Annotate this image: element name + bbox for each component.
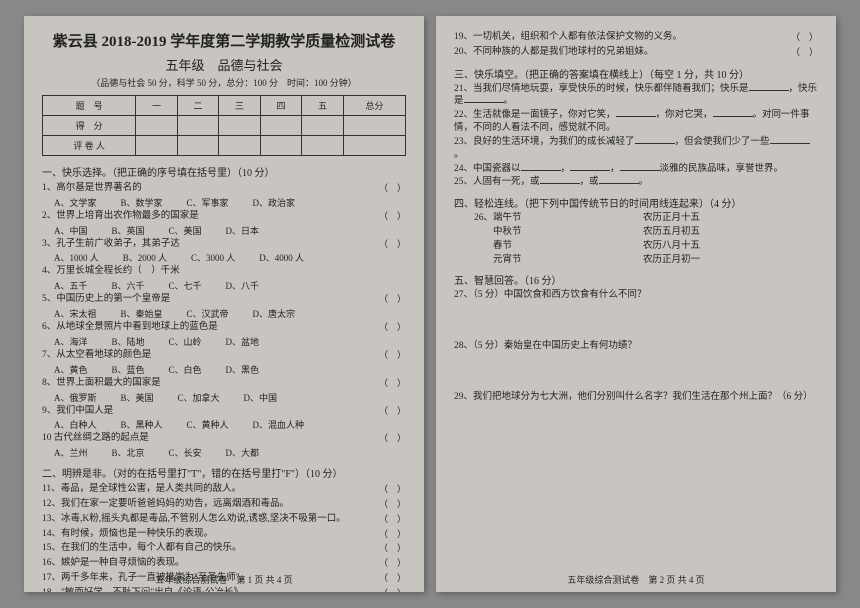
- q22: 22、生活就像是一面镜子，你对它笑，，你对它哭，。对同一件事情，不同的人看法不同…: [454, 109, 818, 135]
- q27: 27、（5 分）中国饮食和西方饮食有什么不同？: [454, 289, 818, 302]
- th: 总分: [343, 96, 405, 116]
- q15: 15、在我们的生活中，每个人都有自己的快乐。: [42, 542, 242, 555]
- answer-bracket: （ ）: [379, 181, 406, 196]
- score-info: （品德与社会 50 分，科学 50 分，总分：100 分 时间：100 分钟）: [42, 76, 406, 89]
- q14: 14、有时候，烦恼也是一种快乐的表现。: [42, 528, 213, 541]
- q3: 3、孔子生前广收弟子，其弟子达: [42, 238, 180, 251]
- exam-page-1: 紫云县 2018-2019 学年度第二学期教学质量检测试卷 五年级 品德与社会 …: [24, 16, 424, 592]
- q21: 21、当我们尽情地玩耍，享受快乐的时候，快乐都伴随看我们；快乐是，快乐是。: [454, 83, 818, 109]
- section-1-heading: 一、快乐选择。（把正确的序号填在括号里）（10 分）: [42, 164, 406, 179]
- q2: 2、世界上培育出农作物最多的国家是: [42, 210, 199, 223]
- match-row: 中秋节农历五月初五: [474, 226, 818, 239]
- q11: 11、毒品，是全球性公害，是人类共同的敌人。: [42, 483, 241, 496]
- match-row: 26、端午节农历正月十五: [474, 212, 818, 225]
- q8: 8、世界上面积最大的国家是: [42, 377, 161, 390]
- q16: 16、嫉妒是一种自寻烦恼的表现。: [42, 557, 185, 570]
- td: 评 卷 人: [43, 136, 136, 156]
- section-2-heading: 二、明辨是非。（对的在括号里打"T"，错的在括号里打"F"）（10 分）: [42, 465, 406, 480]
- answer-space: [454, 354, 818, 390]
- q5: 5、中国历史上的第一个皇帝是: [42, 293, 170, 306]
- match-row: 元宵节农历正月初一: [474, 254, 818, 267]
- q18: 18、"敏而好学，不耻下问"出自《论语·公冶长》。: [42, 587, 248, 592]
- answer-space: [454, 303, 818, 339]
- score-table: 题 号 一 二 三 四 五 总分 得 分 评 卷 人: [42, 95, 406, 156]
- q23: 23、良好的生活环境，为我们的成长减轻了，但会使我们少了一些。: [454, 136, 818, 162]
- q10: 10 古代丝绸之路的起点是: [42, 432, 149, 445]
- exam-title: 紫云县 2018-2019 学年度第二学期教学质量检测试卷: [42, 30, 406, 51]
- td: 得 分: [43, 116, 136, 136]
- match-row: 春节农历八月十五: [474, 240, 818, 253]
- q19: 19、一切机关，组织和个人都有依法保护文物的义务。: [454, 31, 682, 44]
- th: 四: [260, 96, 301, 116]
- q28: 28、（5 分）秦始皇在中国历史上有何功绩？: [454, 340, 818, 353]
- th: 二: [177, 96, 218, 116]
- page-footer-2: 五年级综合测试卷 第 2 页 共 4 页: [436, 573, 836, 586]
- th: 三: [219, 96, 260, 116]
- q25: 25、人固有一死，或，或。: [454, 176, 818, 189]
- q12: 12、我们在家一定要听爸爸妈妈的劝告，远离烟酒和毒品。: [42, 498, 289, 511]
- exam-page-2: 19、一切机关，组织和个人都有依法保护文物的义务。（ ） 20、不同种族的人都是…: [436, 16, 836, 592]
- q1: 1、高尔基是世界著名的: [42, 182, 142, 195]
- exam-subtitle: 五年级 品德与社会: [42, 55, 406, 74]
- q7: 7、从太空看地球的颜色是: [42, 349, 151, 362]
- q1-opts: A、文学家B、数学家C、军事家D、政治家: [54, 196, 406, 209]
- match-block: 26、端午节农历正月十五 中秋节农历五月初五 春节农历八月十五 元宵节农历正月初…: [474, 212, 818, 266]
- section-4-heading: 四、轻松连线。（把下列中国传统节日的时间用线连起来）（4 分）: [454, 195, 818, 210]
- q20: 20、不同种族的人都是我们地球村的兄弟姐妹。: [454, 46, 654, 59]
- q4: 4、万里长城全程长约（ ）千米: [42, 265, 406, 278]
- th: 题 号: [43, 96, 136, 116]
- q6: 6、从地球全景照片中看到地球上的蓝色是: [42, 321, 218, 334]
- section-3-heading: 三、快乐填空。（把正确的答案填在横线上）（每空 1 分，共 10 分）: [454, 66, 818, 81]
- q9: 9、我们中国人是: [42, 405, 113, 418]
- page-footer-1: 五年级综合测试卷 第 1 页 共 4 页: [24, 573, 424, 586]
- section-5-heading: 五、智慧回答。（16 分）: [454, 272, 818, 287]
- th: 五: [302, 96, 343, 116]
- q24: 24、中国瓷器以，，淡雅的民族品味，享誉世界。: [454, 163, 818, 176]
- th: 一: [136, 96, 177, 116]
- q29: 29、我们把地球分为七大洲，他们分别叫什么名字？我们生活在那个州上面？（6 分）: [454, 391, 818, 404]
- q13: 13、冰毒,K粉,摇头丸都是毒品,不管别人怎么劝说,诱惑,坚决不吸第一口。: [42, 513, 346, 526]
